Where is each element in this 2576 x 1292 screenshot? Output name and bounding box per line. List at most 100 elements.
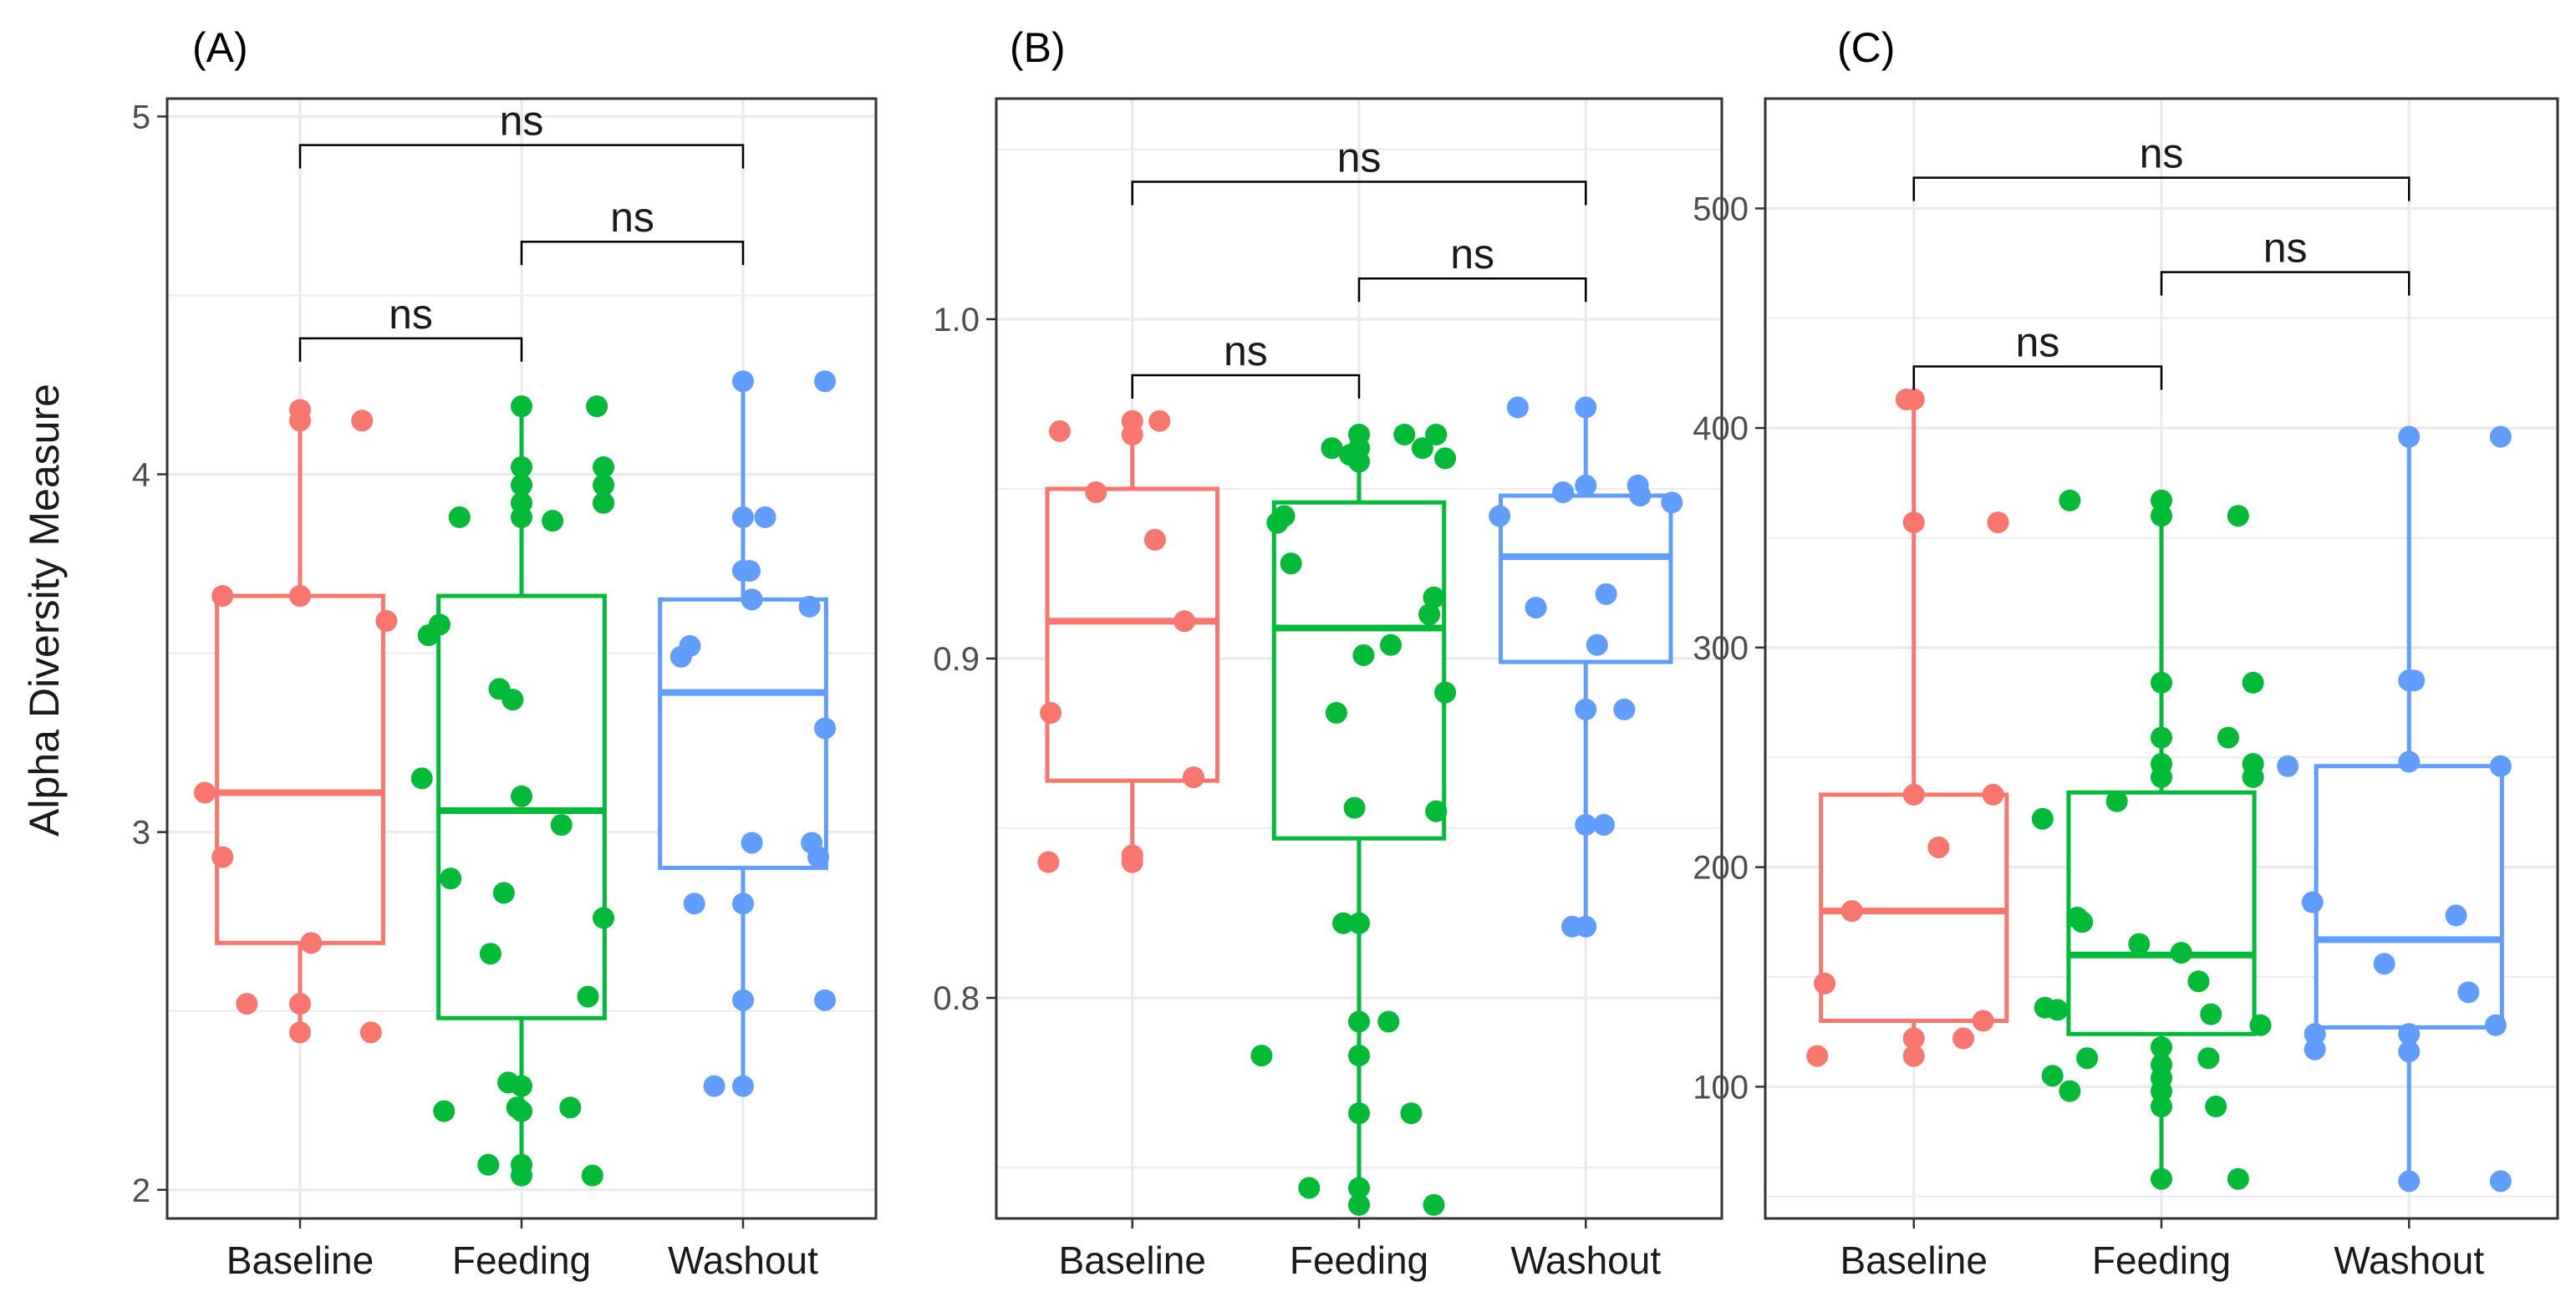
data-point xyxy=(732,989,754,1011)
data-point xyxy=(2059,490,2080,511)
y-tick-label: 1.0 xyxy=(933,302,980,338)
data-point xyxy=(1049,420,1071,442)
data-point xyxy=(1250,1045,1272,1066)
panel-label: (A) xyxy=(192,24,248,71)
x-category-label: Baseline xyxy=(1059,1239,1206,1282)
y-axis-title: Alpha Diversity Measure xyxy=(21,384,68,837)
significance-label: ns xyxy=(389,291,433,338)
data-point xyxy=(1393,424,1415,445)
data-point xyxy=(429,613,451,635)
data-point xyxy=(449,506,471,528)
y-tick-label: 0.9 xyxy=(933,641,980,678)
x-category-label: Washout xyxy=(2334,1239,2484,1282)
data-point xyxy=(2151,766,2172,788)
data-point xyxy=(289,1021,311,1043)
data-point xyxy=(511,506,532,528)
data-point xyxy=(1814,973,1835,994)
data-point xyxy=(1085,481,1107,503)
data-point xyxy=(480,943,501,964)
data-point xyxy=(1037,852,1059,873)
data-point xyxy=(493,882,515,903)
data-point xyxy=(194,782,216,804)
data-point xyxy=(1903,1045,1925,1067)
box-baseline xyxy=(217,596,384,943)
data-point xyxy=(1144,529,1166,551)
data-point xyxy=(2187,970,2209,992)
data-point xyxy=(1122,424,1143,445)
data-point xyxy=(2277,755,2299,777)
data-point xyxy=(1507,397,1529,419)
panel-label: (C) xyxy=(1837,24,1895,71)
figure: Alpha Diversity Measure 2345Baseline Feed… xyxy=(0,0,2576,1292)
box-feeding xyxy=(1274,502,1443,838)
data-point xyxy=(679,635,700,657)
significance-label: ns xyxy=(610,194,654,241)
data-point xyxy=(511,1165,532,1187)
data-point xyxy=(1903,784,1925,806)
data-point xyxy=(1273,505,1295,526)
data-point xyxy=(2106,791,2128,812)
data-point xyxy=(2227,1168,2249,1190)
data-point xyxy=(542,510,563,532)
y-tick-label: 4 xyxy=(132,457,150,494)
data-point xyxy=(2457,981,2479,1003)
significance-label: ns xyxy=(2263,225,2308,272)
significance-label: ns xyxy=(2140,130,2184,177)
data-point xyxy=(814,717,836,739)
data-point xyxy=(732,370,754,392)
data-point xyxy=(1377,1010,1399,1032)
data-point xyxy=(1952,1028,1974,1050)
data-point xyxy=(551,814,573,836)
data-point xyxy=(1552,481,1574,503)
data-point xyxy=(1148,410,1170,432)
data-point xyxy=(1348,1102,1370,1124)
data-point xyxy=(1040,702,1061,724)
x-category-label: Feeding xyxy=(452,1239,591,1282)
data-point xyxy=(684,893,705,914)
data-point xyxy=(1434,447,1456,469)
data-point xyxy=(411,767,433,789)
data-point xyxy=(2217,727,2239,749)
data-point xyxy=(2250,1015,2272,1036)
data-point xyxy=(1280,552,1302,574)
data-point xyxy=(2032,808,2054,830)
data-point xyxy=(739,560,761,582)
data-point xyxy=(1173,610,1195,632)
data-point xyxy=(1425,801,1447,822)
data-point xyxy=(593,907,614,928)
data-point xyxy=(1423,587,1445,608)
y-tick-label: 200 xyxy=(1693,850,1749,887)
data-point xyxy=(1575,699,1596,720)
panel-3: 100200300400500Baseline Feeding Washout(C)… xyxy=(1693,24,2558,1282)
data-point xyxy=(814,989,836,1011)
data-point xyxy=(511,1101,532,1122)
data-point xyxy=(2047,999,2069,1020)
box-washout xyxy=(1501,496,1671,662)
y-tick-label: 0.8 xyxy=(933,980,980,1017)
data-point xyxy=(2490,755,2512,777)
data-point xyxy=(1903,389,1925,410)
data-point xyxy=(2151,727,2172,749)
data-point xyxy=(2151,1168,2172,1190)
y-tick-label: 100 xyxy=(1693,1069,1749,1106)
data-point xyxy=(1380,634,1402,656)
data-point xyxy=(2490,426,2512,448)
data-point xyxy=(1575,397,1596,419)
data-point xyxy=(375,610,397,632)
data-point xyxy=(1423,1194,1445,1216)
data-point xyxy=(732,506,754,528)
data-point xyxy=(2071,911,2093,933)
data-point xyxy=(2374,953,2395,974)
y-tick-label: 300 xyxy=(1693,630,1749,667)
data-point xyxy=(360,1021,382,1043)
data-point xyxy=(807,847,829,868)
data-point xyxy=(2171,942,2192,964)
data-point xyxy=(2304,1039,2326,1061)
data-point xyxy=(2151,672,2172,694)
data-point xyxy=(1973,1010,1994,1032)
box-baseline xyxy=(1047,489,1217,781)
data-point xyxy=(511,1076,532,1097)
data-point xyxy=(741,588,763,610)
data-point xyxy=(1593,814,1615,836)
data-point xyxy=(2128,933,2150,955)
